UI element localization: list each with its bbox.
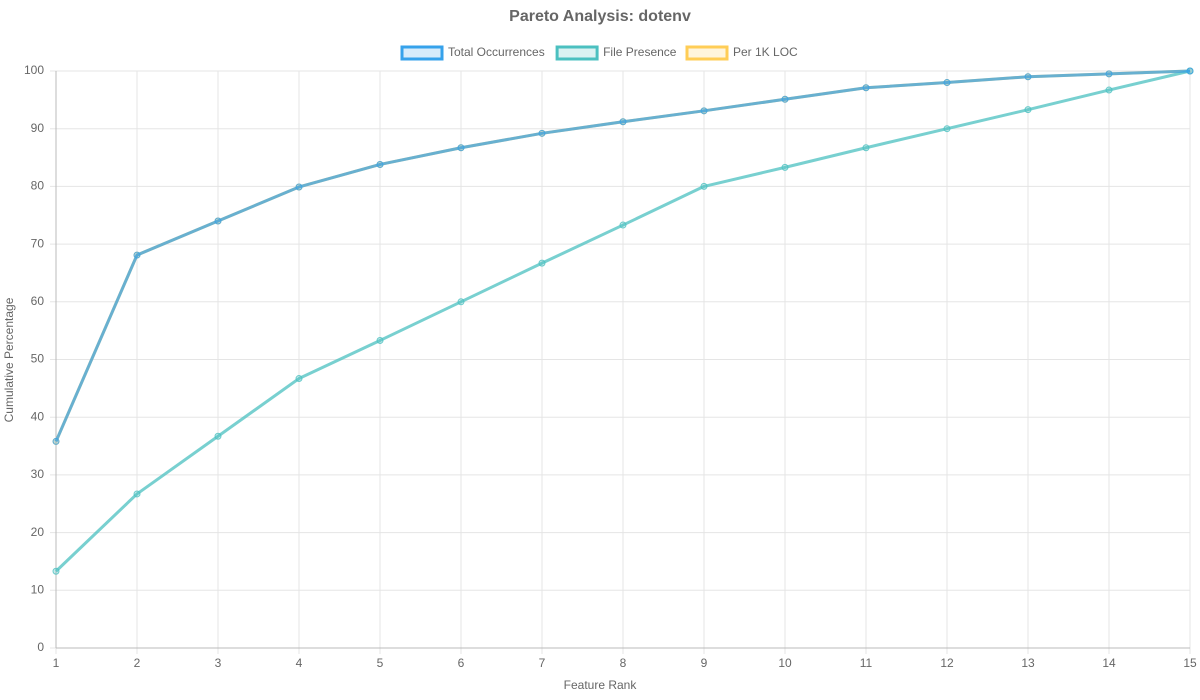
series-line xyxy=(54,69,1191,573)
y-tick-label: 20 xyxy=(31,525,45,539)
data-point xyxy=(1105,70,1113,78)
data-point xyxy=(943,125,951,133)
x-axis-label: Feature Rank xyxy=(564,678,638,692)
y-tick-label: 40 xyxy=(31,409,45,423)
y-axis-label: Cumulative Percentage xyxy=(2,297,16,422)
x-tick-label: 1 xyxy=(53,656,60,670)
legend-label: Per 1K LOC xyxy=(733,45,798,59)
data-point xyxy=(376,336,384,344)
data-point xyxy=(376,160,384,168)
legend-label: File Presence xyxy=(603,45,677,59)
y-tick-label: 0 xyxy=(37,640,44,654)
data-point xyxy=(214,217,222,225)
x-tick-label: 7 xyxy=(539,656,546,670)
legend-swatch xyxy=(400,45,444,61)
data-point xyxy=(538,129,546,137)
data-point xyxy=(781,163,789,171)
data-point xyxy=(538,259,546,267)
x-tick-label: 6 xyxy=(458,656,465,670)
data-point xyxy=(619,118,627,126)
x-tick-label: 8 xyxy=(620,656,627,670)
data-point xyxy=(700,182,708,190)
x-tick-label: 11 xyxy=(860,656,873,670)
data-point xyxy=(457,144,465,152)
data-point xyxy=(1024,106,1032,114)
data-point xyxy=(214,432,222,440)
y-tick-label: 80 xyxy=(31,179,45,193)
data-point xyxy=(862,84,870,92)
data-point xyxy=(52,567,60,575)
legend-label: Total Occurrences xyxy=(448,45,545,59)
x-tick-label: 4 xyxy=(296,656,303,670)
x-tick-label: 15 xyxy=(1183,656,1197,670)
y-tick-label: 30 xyxy=(31,467,45,481)
data-point xyxy=(1105,86,1113,94)
data-point xyxy=(133,251,141,259)
data-point xyxy=(1024,73,1032,81)
legend-swatch xyxy=(685,45,729,61)
series-line xyxy=(54,69,1191,443)
x-tick-label: 5 xyxy=(377,656,384,670)
y-tick-label: 70 xyxy=(31,236,45,250)
legend-swatch xyxy=(555,45,599,61)
y-tick-label: 90 xyxy=(31,121,45,135)
data-point xyxy=(133,490,141,498)
data-point xyxy=(943,79,951,87)
data-point xyxy=(781,95,789,103)
x-tick-label: 9 xyxy=(701,656,708,670)
y-tick-label: 50 xyxy=(31,352,45,366)
x-tick-label: 3 xyxy=(215,656,222,670)
y-tick-label: 100 xyxy=(24,63,44,77)
data-point xyxy=(295,183,303,191)
data-point xyxy=(862,144,870,152)
x-tick-label: 14 xyxy=(1102,656,1116,670)
x-tick-label: 2 xyxy=(134,656,141,670)
y-tick-label: 60 xyxy=(31,294,45,308)
data-point xyxy=(295,375,303,383)
data-point xyxy=(1186,67,1194,75)
data-point xyxy=(700,107,708,115)
chart-title: Pareto Analysis: dotenv xyxy=(509,8,691,25)
data-point xyxy=(52,437,60,445)
x-tick-label: 12 xyxy=(940,656,954,670)
x-tick-label: 10 xyxy=(778,656,792,670)
y-tick-label: 10 xyxy=(31,582,45,596)
data-point xyxy=(457,298,465,306)
x-tick-label: 13 xyxy=(1021,656,1035,670)
data-point xyxy=(619,221,627,229)
